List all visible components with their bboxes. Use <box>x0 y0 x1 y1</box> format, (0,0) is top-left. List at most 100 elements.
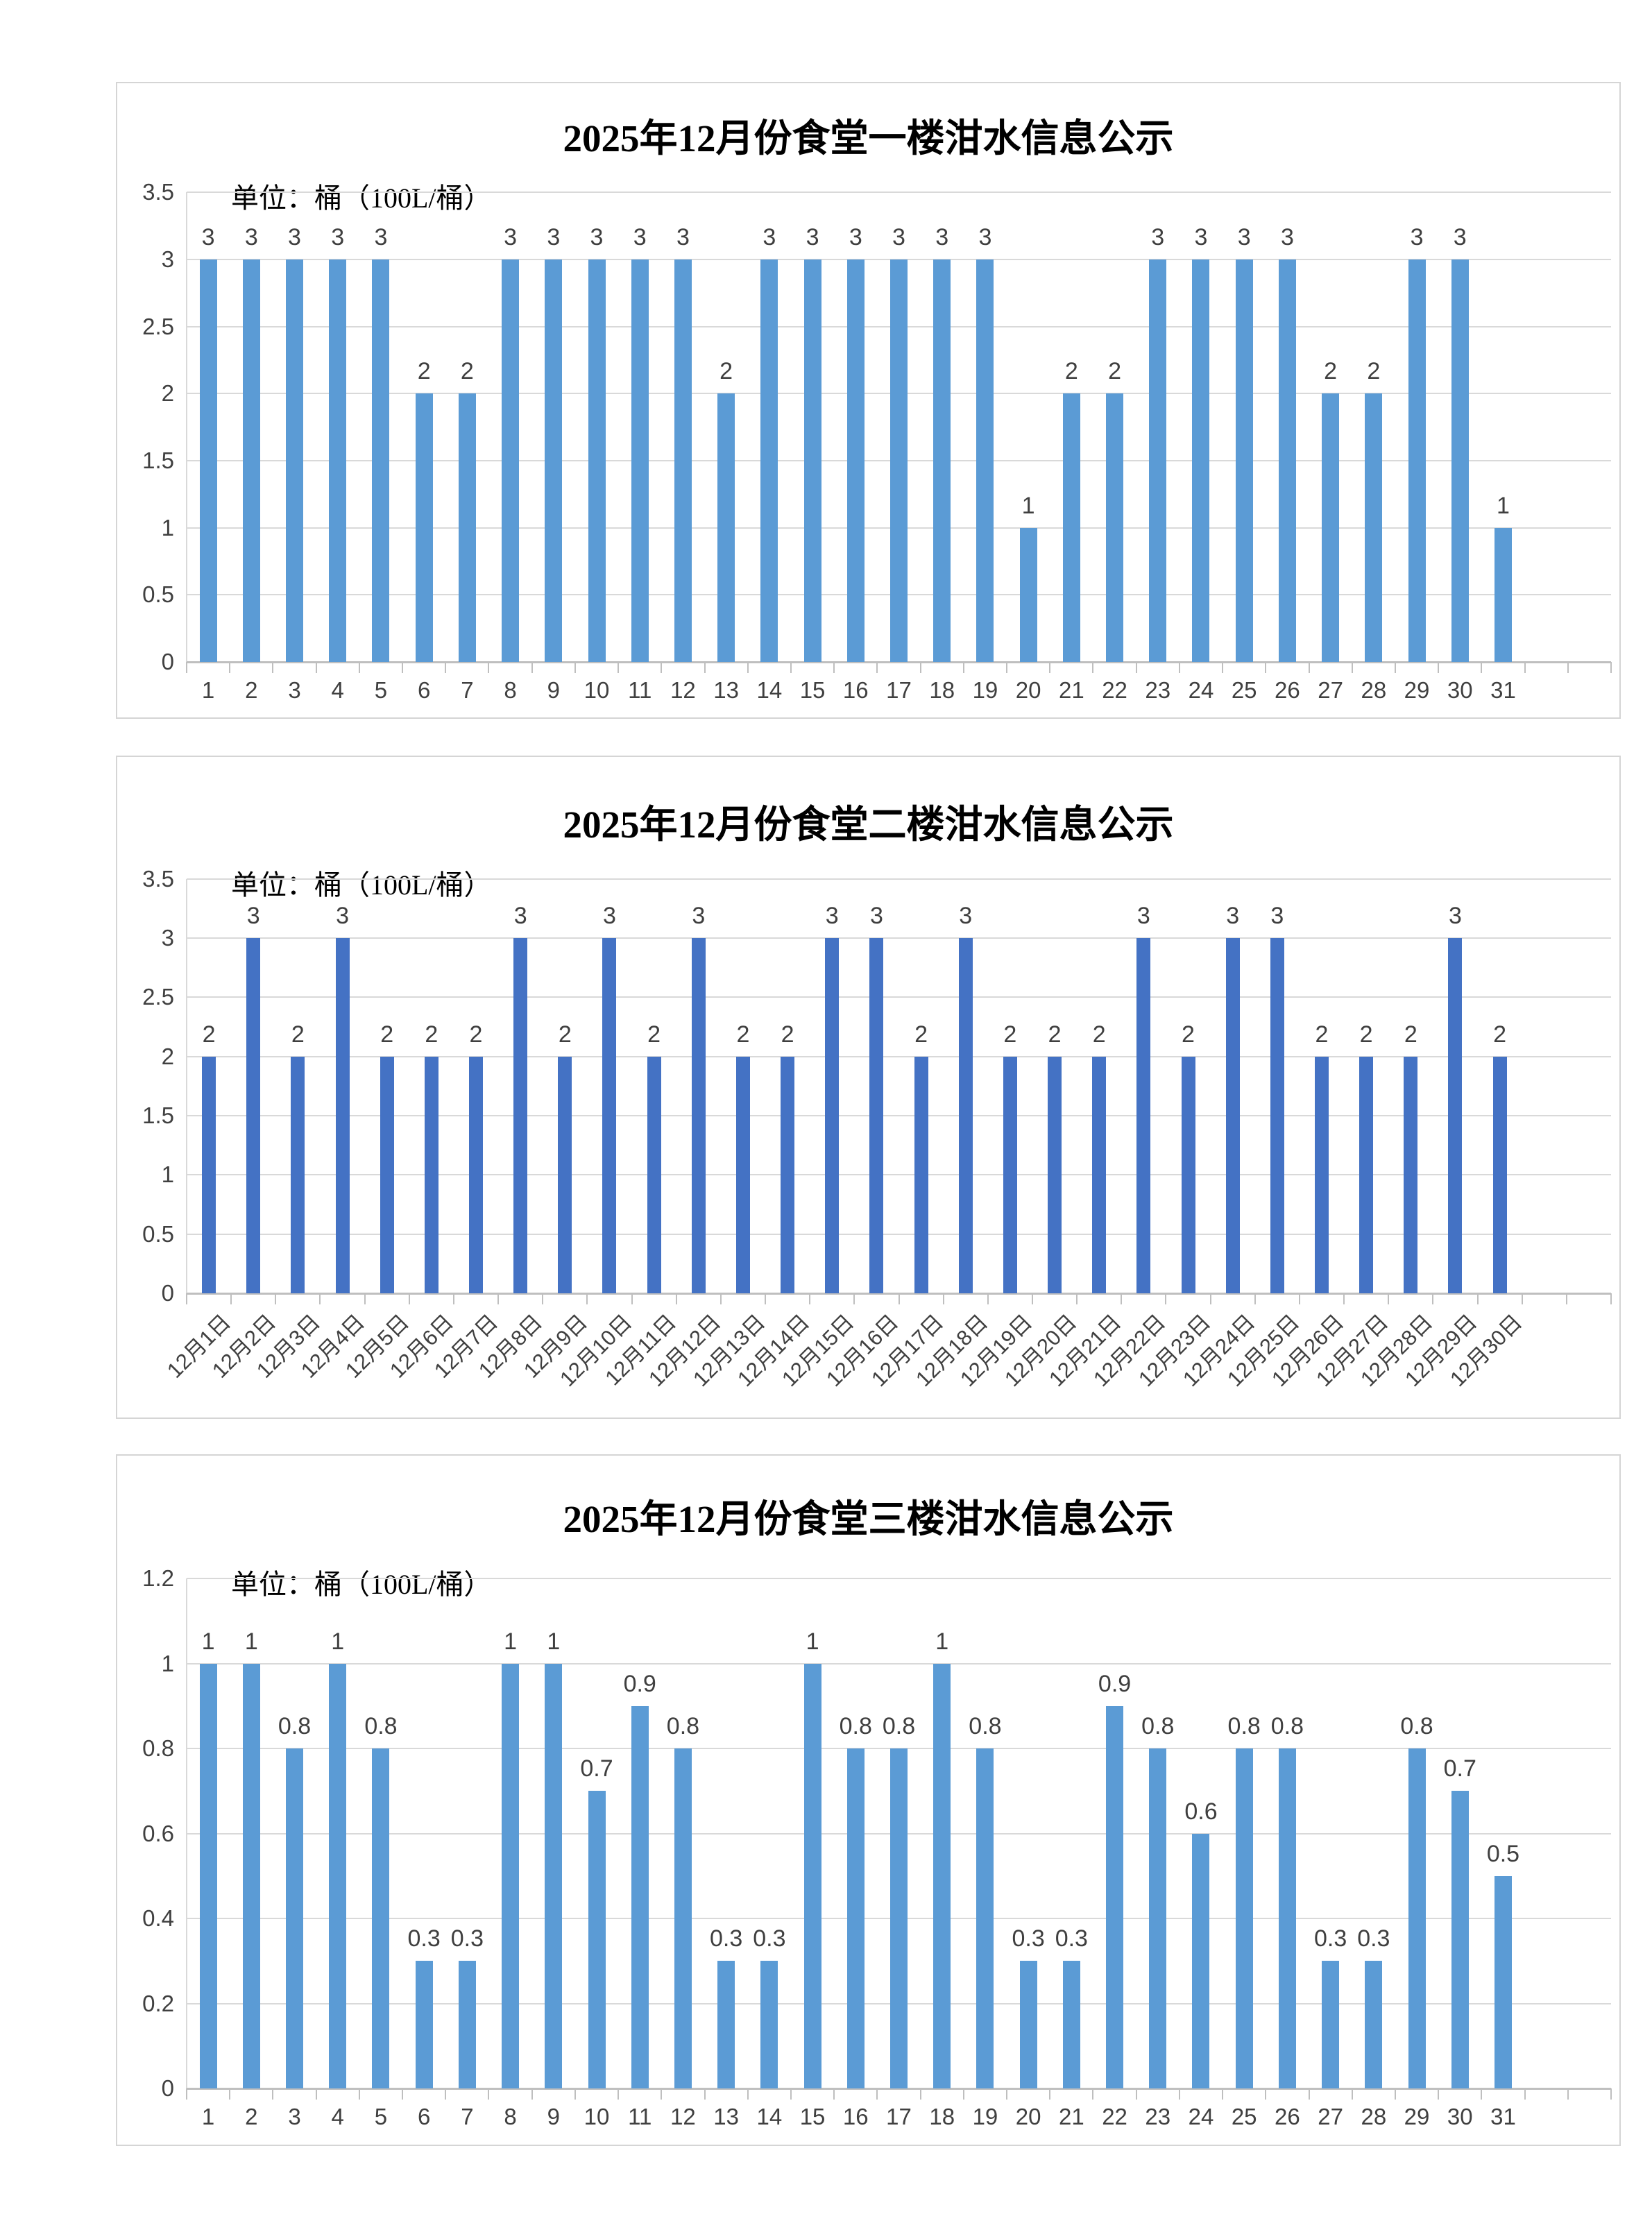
x-tick-label: 5 <box>374 677 388 703</box>
data-label: 1 <box>935 1628 949 1655</box>
bar <box>760 1961 778 2088</box>
bar <box>335 937 350 1293</box>
x-tick-label: 30 <box>1447 2104 1473 2129</box>
x-tick-label: 26 <box>1275 2104 1300 2129</box>
x-tick-label: 17 <box>886 2104 912 2129</box>
data-label: 0.3 <box>753 1925 786 1952</box>
axis-tick <box>186 2088 187 2100</box>
y-tick-label: 1.2 <box>142 1565 174 1591</box>
x-tick-label: 21 <box>1058 677 1084 703</box>
y-tick-label: 1 <box>161 1161 174 1188</box>
y-tick-label: 0.6 <box>142 1820 174 1846</box>
data-label: 0.7 <box>1443 1755 1476 1782</box>
data-label: 0.3 <box>1055 1925 1088 1952</box>
y-tick-label: 1.5 <box>142 447 174 473</box>
bar <box>1181 1056 1195 1293</box>
axis-tick <box>445 662 447 673</box>
data-label: 3 <box>1194 223 1208 250</box>
y-tick-label: 0 <box>161 2075 174 2101</box>
axis-tick <box>747 2088 749 2100</box>
axis-tick <box>1565 1293 1567 1304</box>
x-tick-label: 3 <box>288 677 301 703</box>
axis-tick <box>574 662 576 673</box>
bar <box>1408 259 1426 662</box>
axis-tick <box>1394 662 1396 673</box>
bar <box>1192 259 1210 662</box>
axis-tick <box>229 662 231 673</box>
axis-tick <box>1476 1293 1479 1304</box>
bar <box>1451 259 1469 662</box>
axis-tick <box>358 662 360 673</box>
data-label: 0.8 <box>278 1713 312 1739</box>
x-tick-label: 18 <box>929 677 955 703</box>
bar <box>329 259 347 662</box>
axis-tick <box>364 1293 366 1304</box>
bar <box>545 259 563 662</box>
bar <box>631 1705 649 2088</box>
x-tick-label: 10 <box>584 677 610 703</box>
bar <box>1225 937 1240 1293</box>
data-label: 2 <box>1359 1021 1373 1048</box>
axis-tick <box>987 1293 989 1304</box>
data-label: 3 <box>1237 223 1251 250</box>
data-label: 3 <box>1448 902 1462 929</box>
data-label: 3 <box>1410 223 1424 250</box>
x-tick-label: 16 <box>842 2104 869 2129</box>
axis-tick <box>1031 1293 1033 1304</box>
chart-panel-floor-1: 2025年12月份食堂一楼泔水信息公示 单位：桶（100L/桶） 0 0.5 1 1.… <box>116 82 1621 719</box>
bar <box>717 1961 735 2088</box>
axis-tick <box>1438 2088 1440 2100</box>
data-label: 2 <box>1003 1021 1017 1048</box>
data-label: 2 <box>1064 358 1078 385</box>
bar <box>869 937 884 1293</box>
axis-tick <box>1209 1293 1211 1304</box>
data-label: 2 <box>781 1021 794 1048</box>
data-label: 0.3 <box>450 1925 484 1952</box>
plot-area: 0 0.5 1 1.5 2 2.5 3 3.5 3 1 3 2 3 3 3 4 3 5 2 6 2 7 3 8 3 9 3 10 3 11… <box>117 83 1619 717</box>
x-axis-line <box>187 2088 1611 2090</box>
x-axis-line <box>187 661 1611 663</box>
bar <box>286 1748 304 2088</box>
axis-tick <box>1610 1293 1612 1304</box>
axis-tick <box>618 2088 620 2100</box>
data-label: 2 <box>1324 358 1338 385</box>
bar <box>242 259 260 662</box>
data-label: 2 <box>1048 1021 1062 1048</box>
axis-tick <box>833 2088 835 2100</box>
axis-tick <box>1308 662 1310 673</box>
data-label: 3 <box>892 223 905 250</box>
bar <box>1192 1833 1210 2088</box>
axis-tick <box>1121 1293 1123 1304</box>
bar <box>976 1748 994 2088</box>
data-label: 1 <box>331 1628 345 1655</box>
axis-tick <box>1438 662 1440 673</box>
bar <box>1235 259 1253 662</box>
axis-tick <box>1076 1293 1078 1304</box>
bar <box>502 1663 520 2088</box>
bar <box>1408 1748 1426 2088</box>
axis-tick <box>962 662 964 673</box>
chart-title: 2025年12月份食堂三楼泔水信息公示 <box>563 1498 1174 1540</box>
bar <box>933 1663 951 2088</box>
data-label: 0.8 <box>1400 1713 1433 1739</box>
bar <box>1359 1056 1374 1293</box>
bar <box>890 259 908 662</box>
axis-tick <box>531 662 533 673</box>
x-tick-label: 24 <box>1188 677 1214 703</box>
data-label: 0.7 <box>580 1755 613 1782</box>
axis-tick <box>765 1293 767 1304</box>
x-tick-label: 12 <box>670 2104 696 2129</box>
data-label: 1 <box>201 1628 215 1655</box>
data-label: 2 <box>460 358 474 385</box>
axis-tick <box>1006 662 1008 673</box>
bar <box>1270 937 1284 1293</box>
x-tick-label: 31 <box>1490 677 1516 703</box>
x-tick-label: 9 <box>547 2104 560 2129</box>
bar <box>890 1748 908 2088</box>
bar <box>1451 1791 1469 2088</box>
y-tick-label: 3.5 <box>142 179 174 205</box>
axis-tick <box>1567 662 1569 673</box>
bar <box>1136 937 1151 1293</box>
axis-tick <box>272 2088 274 2100</box>
